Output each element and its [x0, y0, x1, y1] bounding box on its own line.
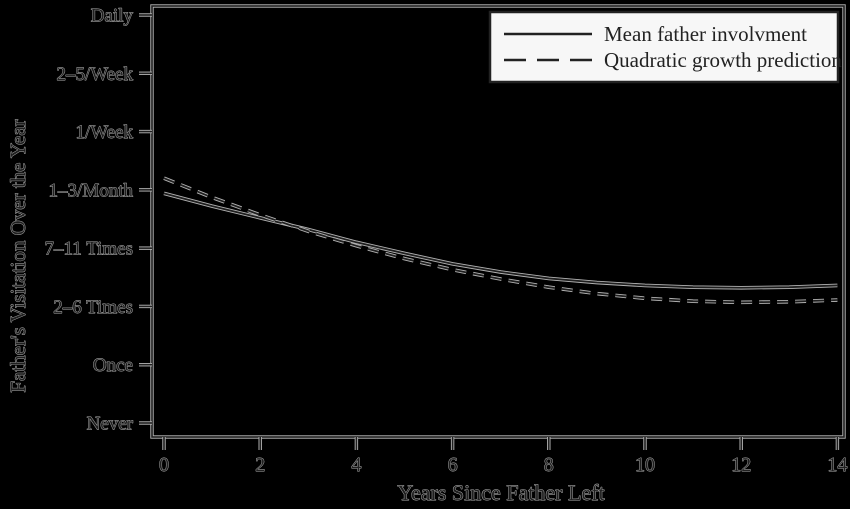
x-tick-label: 14: [827, 454, 847, 476]
plot-frame: [150, 4, 846, 439]
legend-label-quadratic: Quadratic growth prediction: [604, 48, 842, 72]
x-tick-label: 2: [255, 454, 265, 476]
x-tick-label: 8: [544, 454, 554, 476]
x-tick-label: 10: [635, 454, 655, 476]
y-axis-title: Father's Visitation Over the Year: [6, 119, 30, 392]
x-tick-label: 0: [159, 454, 169, 476]
y-tick-label: 2–5/Week: [56, 64, 133, 85]
y-tick-label: Daily: [91, 5, 134, 26]
mean-line: [163, 192, 838, 289]
x-tick-label: 12: [731, 454, 751, 476]
mean-line-halo: [163, 191, 838, 290]
legend: Mean father involvment Quadratic growth …: [488, 10, 842, 84]
legend-label-mean: Mean father involvment: [604, 22, 807, 46]
x-axis-title: Years Since Father Left: [397, 480, 604, 505]
y-tick-label: 1–3/Month: [49, 180, 134, 201]
quadratic-line: [163, 177, 838, 304]
quadratic-line-halo: [163, 176, 838, 305]
y-tick-label: 7–11 Times: [44, 239, 133, 260]
series-quadratic-growth-prediction: [163, 176, 838, 305]
x-axis: 0 2 4 6 8 10 12 14: [159, 437, 848, 476]
y-axis: Never Once 2–6 Times 7–11 Times 1–3/Month 1/W…: [44, 5, 152, 435]
y-tick-label: 1/Week: [75, 122, 133, 143]
y-tick-label: Never: [87, 414, 134, 435]
series-mean-father-involvement: [163, 191, 838, 290]
legend-box: [488, 10, 840, 84]
y-tick-label: 2–6 Times: [53, 297, 133, 318]
y-tick-label: Once: [93, 355, 133, 376]
x-tick-label: 6: [448, 454, 458, 476]
plot-frame-line: [151, 5, 845, 438]
x-tick-label: 4: [351, 454, 361, 476]
